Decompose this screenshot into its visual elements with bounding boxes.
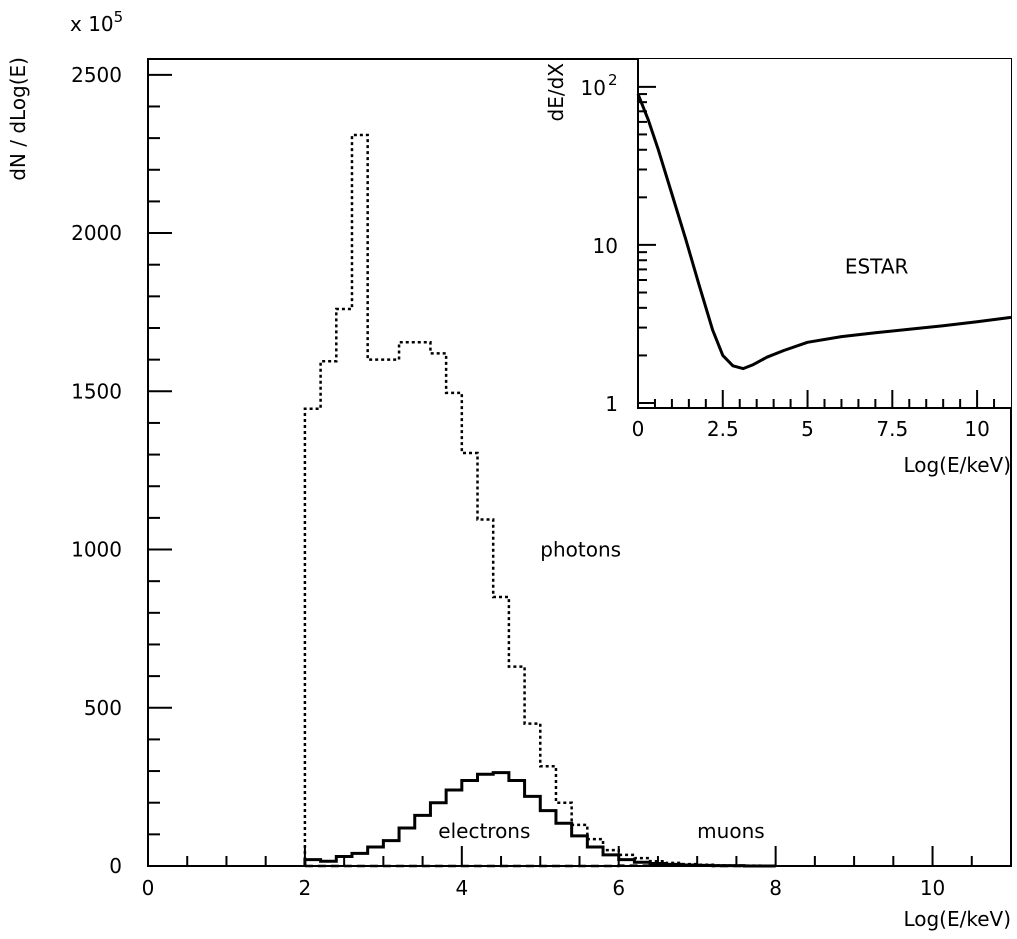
annotation-photons: photons	[540, 538, 621, 562]
inset-frame	[637, 59, 1011, 409]
inset-x-tick-label: 5	[801, 417, 814, 441]
inset-x-axis-label: Log(E/keV)	[903, 453, 1011, 477]
main-x-tick-label: 8	[769, 876, 782, 900]
inset-x-tick-label: 2.5	[707, 417, 739, 441]
main-y-axis-label: dN / dLog(E)	[6, 57, 30, 181]
main-series-group	[303, 133, 776, 868]
main-y-tick-label: 0	[109, 854, 122, 878]
inset-background	[638, 59, 1011, 408]
inset-y-tick-label: 1	[605, 392, 618, 416]
main-y-tick-label: 1000	[71, 538, 122, 562]
annotation-electrons: electrons	[438, 819, 530, 843]
main-x-axis-label: Log(E/keV)	[903, 907, 1011, 931]
inset-y-tick-label: 10	[593, 234, 618, 258]
main-x-tick-label: 6	[612, 876, 625, 900]
inset-x-tick-label: 7.5	[876, 417, 908, 441]
y-multiplier-label: x 105	[70, 8, 123, 36]
main-y-tick-label: 1500	[71, 379, 122, 403]
inset-x-tick-label: 0	[632, 417, 645, 441]
main-x-tick-label: 4	[455, 876, 468, 900]
inset-y-top-exponent: 2	[608, 71, 618, 89]
inset-y-axis-label: dE/dX	[544, 63, 568, 122]
inset-series-group	[636, 93, 1012, 371]
inset-y-tick-label: 10	[581, 76, 606, 100]
y-multiplier-exponent: 5	[114, 8, 124, 26]
main-y-tick-label: 2500	[71, 63, 122, 87]
annotation-estar: ESTAR	[845, 255, 909, 279]
series-electrons-histogram	[303, 771, 776, 868]
main-y-tick-label: 2000	[71, 221, 122, 245]
main-text-group: x 105 dN / dLog(E) Log(E/keV) 0 2 4 6 8 10050…	[6, 8, 1011, 931]
main-histogram: x 105 dN / dLog(E) Log(E/keV) 0 2 4 6 8 10050…	[6, 8, 1012, 931]
main-x-tick-label: 10	[920, 876, 945, 900]
annotation-muons: muons	[697, 819, 765, 843]
series-estar-curve	[636, 93, 1012, 371]
main-x-tick-label: 2	[299, 876, 312, 900]
inset-x-tick-label: 10	[964, 417, 989, 441]
main-x-tick-label: 0	[142, 876, 155, 900]
main-y-tick-label: 500	[84, 696, 122, 720]
